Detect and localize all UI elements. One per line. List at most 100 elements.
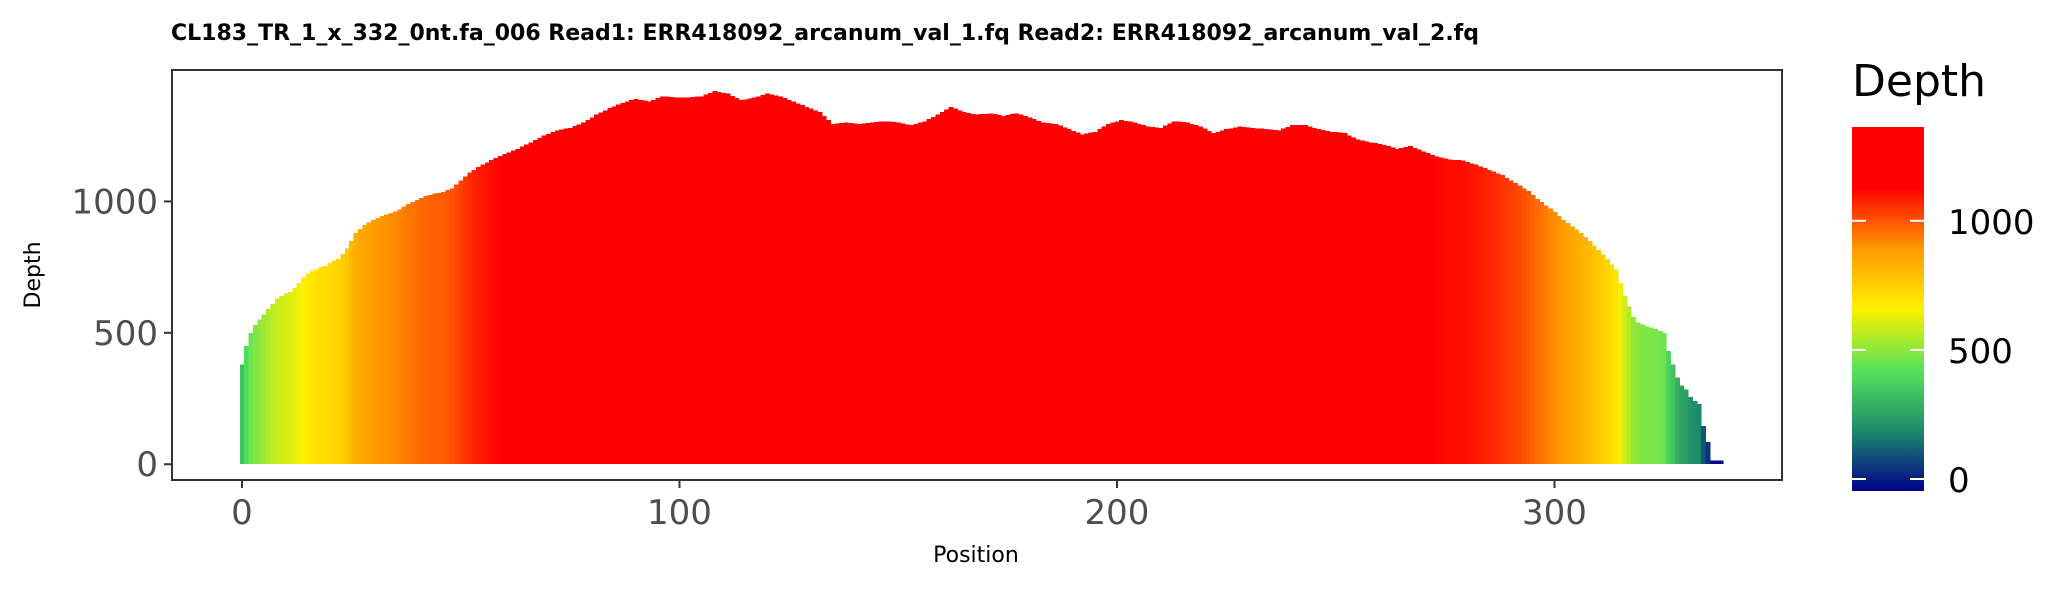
depth-bar <box>672 97 678 465</box>
depth-bar <box>738 100 744 465</box>
depth-bar <box>1666 351 1672 465</box>
depth-bar <box>392 211 398 465</box>
depth-bar <box>1259 128 1265 465</box>
depth-bar <box>1372 143 1378 465</box>
depth-bar <box>314 269 320 465</box>
depth-bar <box>1661 332 1667 465</box>
depth-bar <box>896 122 902 465</box>
depth-bar <box>996 115 1002 465</box>
depth-bar <box>637 99 643 465</box>
depth-bar <box>861 123 867 465</box>
depth-bar <box>524 144 530 465</box>
depth-bar <box>1429 154 1435 465</box>
depth-bar <box>414 200 420 465</box>
depth-bar <box>550 132 556 465</box>
depth-bar <box>1399 147 1405 465</box>
depth-bar <box>1652 328 1658 465</box>
depth-bar <box>1438 157 1444 465</box>
depth-bar <box>1005 115 1011 465</box>
depth-bar <box>952 108 958 465</box>
depth-bar <box>489 160 495 465</box>
depth-bar <box>287 292 293 465</box>
depth-bar <box>607 108 613 465</box>
depth-bar <box>1613 269 1619 465</box>
y-tick-label: 1000 <box>71 182 158 222</box>
depth-bar <box>756 96 762 465</box>
depth-bar <box>1355 139 1361 465</box>
depth-bar <box>1521 188 1527 465</box>
depth-bar <box>979 114 985 465</box>
depth-bar <box>1302 125 1308 465</box>
depth-bar <box>563 128 569 465</box>
depth-bar <box>1491 171 1497 465</box>
depth-bar <box>1162 125 1168 465</box>
depth-bar <box>703 94 709 465</box>
depth-bar <box>1001 115 1007 465</box>
depth-bar <box>1460 160 1466 465</box>
depth-bar <box>336 259 342 465</box>
depth-bar <box>1167 123 1173 465</box>
depth-bar <box>926 119 932 465</box>
depth-bar <box>511 150 517 465</box>
depth-bar <box>1714 460 1720 465</box>
x-axis: 0 100 200 300 <box>231 480 1587 533</box>
depth-bar <box>913 123 919 465</box>
depth-bar <box>917 122 923 465</box>
depth-bar <box>1451 159 1457 465</box>
depth-bar <box>1639 324 1645 465</box>
depth-bar <box>375 217 381 465</box>
depth-bar <box>1298 125 1304 465</box>
depth-bar <box>1136 123 1142 465</box>
depth-bar <box>1197 126 1203 465</box>
depth-bar <box>572 126 578 465</box>
y-axis: 0 500 1000 <box>71 182 172 485</box>
depth-bar <box>681 97 687 465</box>
depth-bar <box>1679 385 1685 465</box>
depth-bar <box>546 133 552 465</box>
depth-bar <box>1578 232 1584 465</box>
depth-bar <box>1158 127 1164 465</box>
depth-bar <box>1189 123 1195 465</box>
depth-bar <box>497 156 503 465</box>
depth-bar <box>677 97 683 465</box>
depth-bar <box>760 94 766 465</box>
depth-bar <box>878 121 884 465</box>
x-tick-label: 200 <box>1085 493 1150 533</box>
depth-bar <box>1674 377 1680 465</box>
depth-bar <box>1670 364 1676 465</box>
depth-bar <box>322 265 328 465</box>
depth-bar <box>786 99 792 465</box>
depth-bar <box>401 206 407 465</box>
depth-bar <box>624 101 630 465</box>
depth-bar <box>987 113 993 465</box>
depth-bar <box>804 106 810 465</box>
depth-bar <box>1049 123 1055 465</box>
depth-bar <box>1394 148 1400 465</box>
depth-bar <box>1412 147 1418 465</box>
depth-bar <box>1092 131 1098 465</box>
depth-bar <box>826 119 832 465</box>
depth-bar <box>1154 127 1160 465</box>
depth-bar <box>707 92 713 465</box>
depth-bar <box>279 296 285 465</box>
depth-bar <box>296 282 302 465</box>
depth-bar <box>847 123 853 465</box>
depth-bar <box>1687 397 1693 465</box>
depth-bar <box>1526 190 1532 465</box>
depth-bar <box>1202 128 1208 465</box>
depth-bar <box>353 232 359 465</box>
depth-bar <box>1456 160 1462 465</box>
depth-bar <box>764 93 770 465</box>
depth-bar <box>1254 128 1260 465</box>
y-tick-label: 0 <box>136 445 158 485</box>
depth-bar <box>1421 151 1427 465</box>
depth-bar <box>436 192 442 465</box>
depth-bar <box>1031 119 1037 465</box>
depth-bar <box>1071 130 1077 465</box>
depth-bar <box>261 314 267 465</box>
y-axis-title: Depth <box>21 241 46 308</box>
depth-bar <box>357 229 363 465</box>
depth-bar <box>1053 123 1059 465</box>
legend-tick-label: 1000 <box>1948 203 2035 243</box>
depth-bar <box>270 303 276 465</box>
